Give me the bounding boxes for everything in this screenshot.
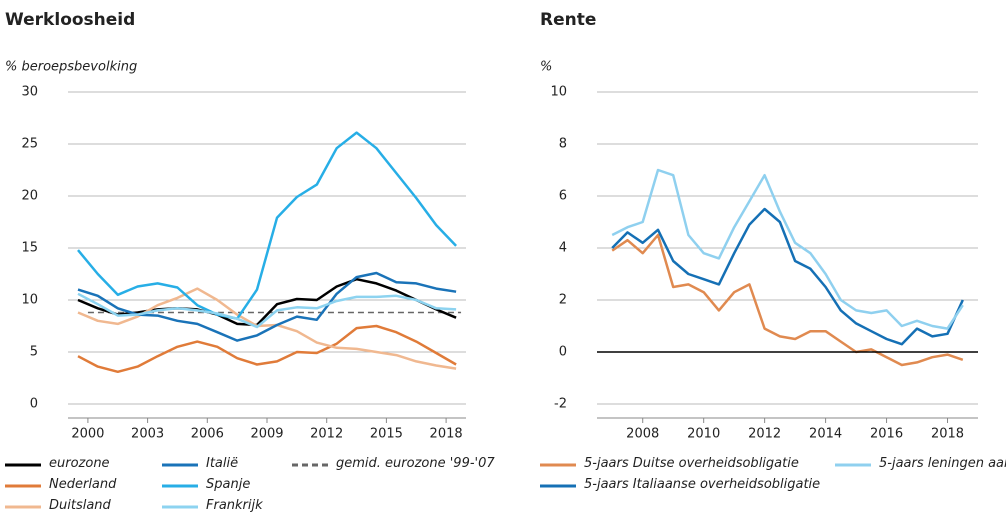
y-tick-label: 25 — [21, 137, 38, 152]
y-tick-label: 30 — [21, 85, 38, 100]
legend-label: 5-jaars Duitse overheidsobligatie — [584, 456, 799, 471]
series-line — [77, 292, 457, 329]
chart-title: Rente — [540, 10, 596, 30]
legend-item: Italië — [162, 456, 312, 471]
y-tick-label: 10 — [21, 293, 38, 308]
legend-swatch — [5, 505, 41, 509]
series-line — [611, 207, 964, 346]
x-tick-label: 2000 — [71, 427, 104, 442]
x-tick-label: 2015 — [370, 427, 403, 442]
series-line — [611, 233, 964, 367]
legend-label: 5-jaars Italiaanse overheidsobligatie — [584, 477, 821, 492]
x-tick-label: 2006 — [191, 427, 224, 442]
legend-item: Duitsland — [5, 498, 155, 513]
legend-swatch — [162, 484, 198, 488]
legend-label: Spanje — [206, 477, 251, 492]
legend-item: Frankrijk — [162, 498, 312, 513]
legend-item: 5-jaars Duitse overheidsobligatie — [540, 456, 830, 471]
y-tick-label: 2 — [559, 293, 567, 308]
y-tick-label: 8 — [559, 137, 567, 152]
y-tick-label: 0 — [30, 397, 38, 412]
y-axis-label: % beroepsbevolking — [5, 60, 137, 75]
legend-item: eurozone — [5, 456, 155, 471]
series-line — [77, 324, 457, 374]
y-tick-label: 15 — [21, 241, 38, 256]
legend-label: Frankrijk — [206, 498, 263, 513]
y-tick-label: -2 — [554, 397, 567, 412]
y-tick-label: 20 — [21, 189, 38, 204]
legend-label: Duitsland — [49, 498, 111, 513]
legend-label: gemid. eurozone '99-'07 — [336, 456, 495, 471]
legend-item: 5-jaars leningen aan Ital. bedrijven — [835, 456, 1006, 471]
series-line — [77, 277, 457, 327]
legend-swatch — [540, 484, 576, 488]
legend-swatch — [162, 463, 198, 467]
series-line — [77, 287, 457, 370]
chart-title: Werkloosheid — [5, 10, 135, 30]
x-tick-label: 2014 — [809, 427, 842, 442]
x-tick-label: 2012 — [748, 427, 781, 442]
x-tick-label: 2012 — [310, 427, 343, 442]
y-tick-label: 0 — [559, 345, 567, 360]
legend-swatch — [5, 484, 41, 488]
legend-swatch — [835, 463, 871, 467]
series-line — [611, 168, 964, 330]
x-tick-label: 2003 — [131, 427, 164, 442]
series-line — [77, 131, 458, 320]
legend-label: 5-jaars leningen aan Ital. bedrijven — [879, 456, 1006, 471]
legend-label: eurozone — [49, 456, 110, 471]
y-tick-label: 10 — [550, 85, 567, 100]
legend-swatch — [292, 463, 328, 467]
x-tick-label: 2016 — [870, 427, 903, 442]
legend-item: 5-jaars Italiaanse overheidsobligatie — [540, 477, 830, 492]
legend-swatch — [540, 463, 576, 467]
y-axis-label: % — [540, 60, 552, 75]
legend-item: Spanje — [162, 477, 312, 492]
y-tick-label: 4 — [559, 241, 567, 256]
legend-item: Nederland — [5, 477, 155, 492]
legend-swatch — [162, 505, 198, 509]
legend-item: gemid. eurozone '99-'07 — [292, 456, 542, 471]
legend-label: Italië — [206, 456, 239, 471]
x-tick-label: 2018 — [430, 427, 463, 442]
y-tick-label: 5 — [30, 345, 38, 360]
legend-swatch — [5, 463, 41, 467]
y-tick-label: 6 — [559, 189, 567, 204]
x-tick-label: 2008 — [626, 427, 659, 442]
x-tick-label: 2009 — [250, 427, 283, 442]
legend-label: Nederland — [49, 477, 117, 492]
x-tick-label: 2010 — [687, 427, 720, 442]
series-line — [77, 271, 457, 342]
x-tick-label: 2018 — [931, 427, 964, 442]
